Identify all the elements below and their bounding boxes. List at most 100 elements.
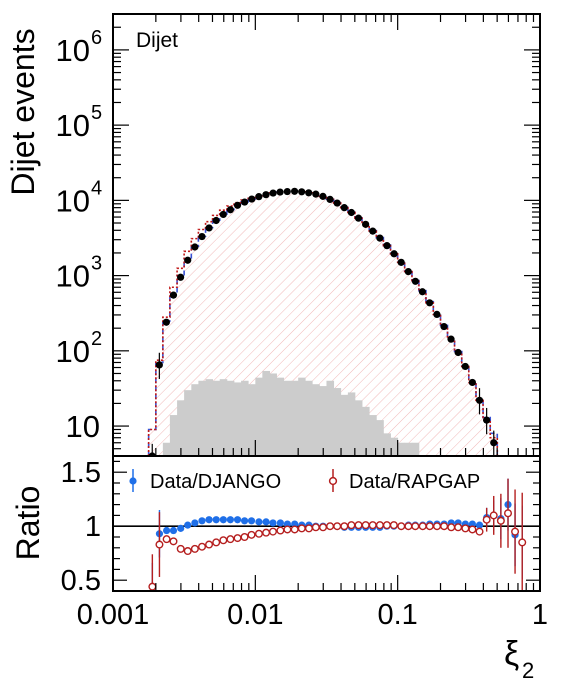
ratio-point-rapgap [468,525,477,534]
ratio-point-rapgap [368,521,377,530]
ratio-point-rapgap [447,523,456,532]
data-point [411,277,420,285]
ratio-point-rapgap [382,521,391,530]
background-bar [383,433,391,456]
y-tick-label-exponent: 5 [91,102,102,124]
ratio-point-rapgap [461,524,470,533]
data-point [319,192,327,200]
ratio-point-django [198,517,206,525]
x-tick-label: 1 [532,599,548,631]
background-bar [340,394,349,456]
background-bar [290,380,299,456]
data-point [447,335,455,343]
data-point [404,268,412,276]
y-tick-label: 10 [56,334,90,369]
data-point [483,416,491,424]
data-point [155,361,163,369]
ratio-point-django [475,521,484,529]
background-bar [354,400,363,456]
ratio-point-rapgap [418,522,427,531]
x-axis-label-subscript: 2 [522,658,534,683]
ratio-point-rapgap [425,522,434,531]
legend-marker-django [129,477,137,485]
y-tick-label: 10 [56,108,90,143]
ratio-point-rapgap [276,526,285,535]
ratio-point-rapgap [262,528,271,537]
ratio-point-django [169,526,178,535]
y-tick-label: 10 [56,183,90,218]
ratio-point-rapgap [162,535,171,544]
ratio-point-rapgap [311,523,320,532]
background-bar [262,370,271,456]
background-bar [269,373,277,456]
background-bar [369,415,377,456]
background-bar [226,380,235,456]
ratio-point-rapgap [183,547,192,556]
ratio-point-rapgap [411,522,420,531]
ratio-point-rapgap [475,527,484,536]
ratio-point-rapgap [212,538,221,547]
background-bar [212,380,221,456]
ratio-point-rapgap [340,522,349,531]
legend-label-django: Data/DJANGO [150,471,281,493]
data-point [283,187,291,196]
x-tick-label: 0.1 [378,599,418,631]
background-bar [376,420,384,456]
ratio-point-rapgap [283,525,292,534]
x-axis-label: ξ 2 [504,635,534,683]
y-tick-label: 10 [56,259,90,294]
ratio-point-rapgap [496,516,505,525]
ratio-axis-ticks: 0.001 0.01 0.1 1 1.5 1 0.5 [61,457,548,631]
ratio-point-rapgap [404,522,413,531]
ratio-point-rapgap [247,530,256,539]
data-point [312,190,320,198]
ratio-point-rapgap [489,511,498,520]
data-point [347,208,356,217]
data-point [269,189,277,197]
ratio-point-django [262,518,270,526]
ratio-point-rapgap [397,522,406,531]
data-point [475,396,484,404]
ratio-point-django [205,516,213,524]
ratio-point-rapgap [297,524,306,533]
background-bar [347,392,356,456]
data-point [241,198,249,206]
background-bar [333,388,342,456]
background-bar [276,377,285,456]
background-bar [233,382,242,456]
data-point [468,378,476,387]
data-point [362,220,370,228]
ratio-point-rapgap [290,525,299,534]
y-axis-label-ratio: Ratio [10,486,46,561]
ratio-point-rapgap [198,542,207,551]
ratio-point-rapgap [482,515,491,524]
data-point [326,195,334,203]
ratio-point-django [291,520,299,528]
data-point [397,258,405,266]
ratio-point-django [191,519,199,527]
background-bar [177,400,185,456]
ratio-point-django [212,516,220,524]
x-tick-label: 0.01 [227,599,283,631]
ratio-point-django [177,524,185,532]
data-point [191,243,199,251]
ratio-point-rapgap [375,521,384,530]
data-point [184,256,192,264]
background-bar [162,442,171,456]
data-point [340,204,348,212]
data-point [333,199,341,207]
ratio-point-rapgap [326,522,335,531]
legend-label-rapgap: Data/RAPGAP [349,471,480,493]
ratio-point-rapgap [433,522,442,531]
data-point [162,318,170,326]
background-bar [411,442,420,456]
ratio-point-rapgap [347,521,356,530]
data-point [390,250,398,258]
ratio-point-django [283,520,292,528]
main-plot-area [147,187,499,456]
data-point [298,188,306,196]
y-tick-label-exponent: 4 [91,177,102,199]
ratio-y-tick-label: 1 [85,511,101,543]
data-point [177,273,185,281]
data-point [226,206,235,214]
